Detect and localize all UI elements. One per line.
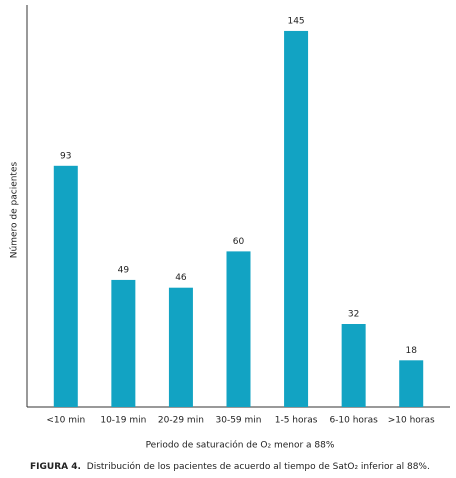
bar	[168, 287, 193, 407]
x-tick-label: 10-19 min	[100, 416, 146, 426]
x-tick-label: <10 min	[46, 416, 85, 426]
x-tick-label: >10 horas	[388, 416, 435, 426]
data-label: 60	[233, 237, 245, 247]
x-axis-label: Periodo de saturación de O₂ menor a 88%	[146, 440, 335, 451]
data-label: 93	[60, 151, 71, 161]
x-tick-label: 20-29 min	[158, 416, 204, 426]
x-tick-label: 1-5 horas	[275, 416, 318, 426]
data-label: 49	[118, 265, 130, 275]
bar	[341, 324, 366, 407]
x-tick-label: 6-10 horas	[329, 416, 378, 426]
caption: Distribución de los pacientes de acuerdo…	[87, 461, 430, 472]
bar	[284, 30, 309, 407]
data-label: 32	[348, 310, 359, 320]
bar	[111, 279, 136, 407]
bar	[53, 165, 78, 407]
bar	[399, 360, 424, 407]
data-label: 18	[405, 346, 417, 356]
y-axis-label: Número de pacientes	[10, 161, 20, 258]
data-label: 46	[175, 273, 187, 283]
x-tick-label: 30-59 min	[216, 416, 262, 426]
caption-block: FIGURA 4. Distribución de los pacientes …	[30, 461, 430, 472]
bar	[226, 251, 251, 407]
caption-label: FIGURA 4.	[30, 462, 81, 472]
data-label: 145	[287, 16, 304, 26]
